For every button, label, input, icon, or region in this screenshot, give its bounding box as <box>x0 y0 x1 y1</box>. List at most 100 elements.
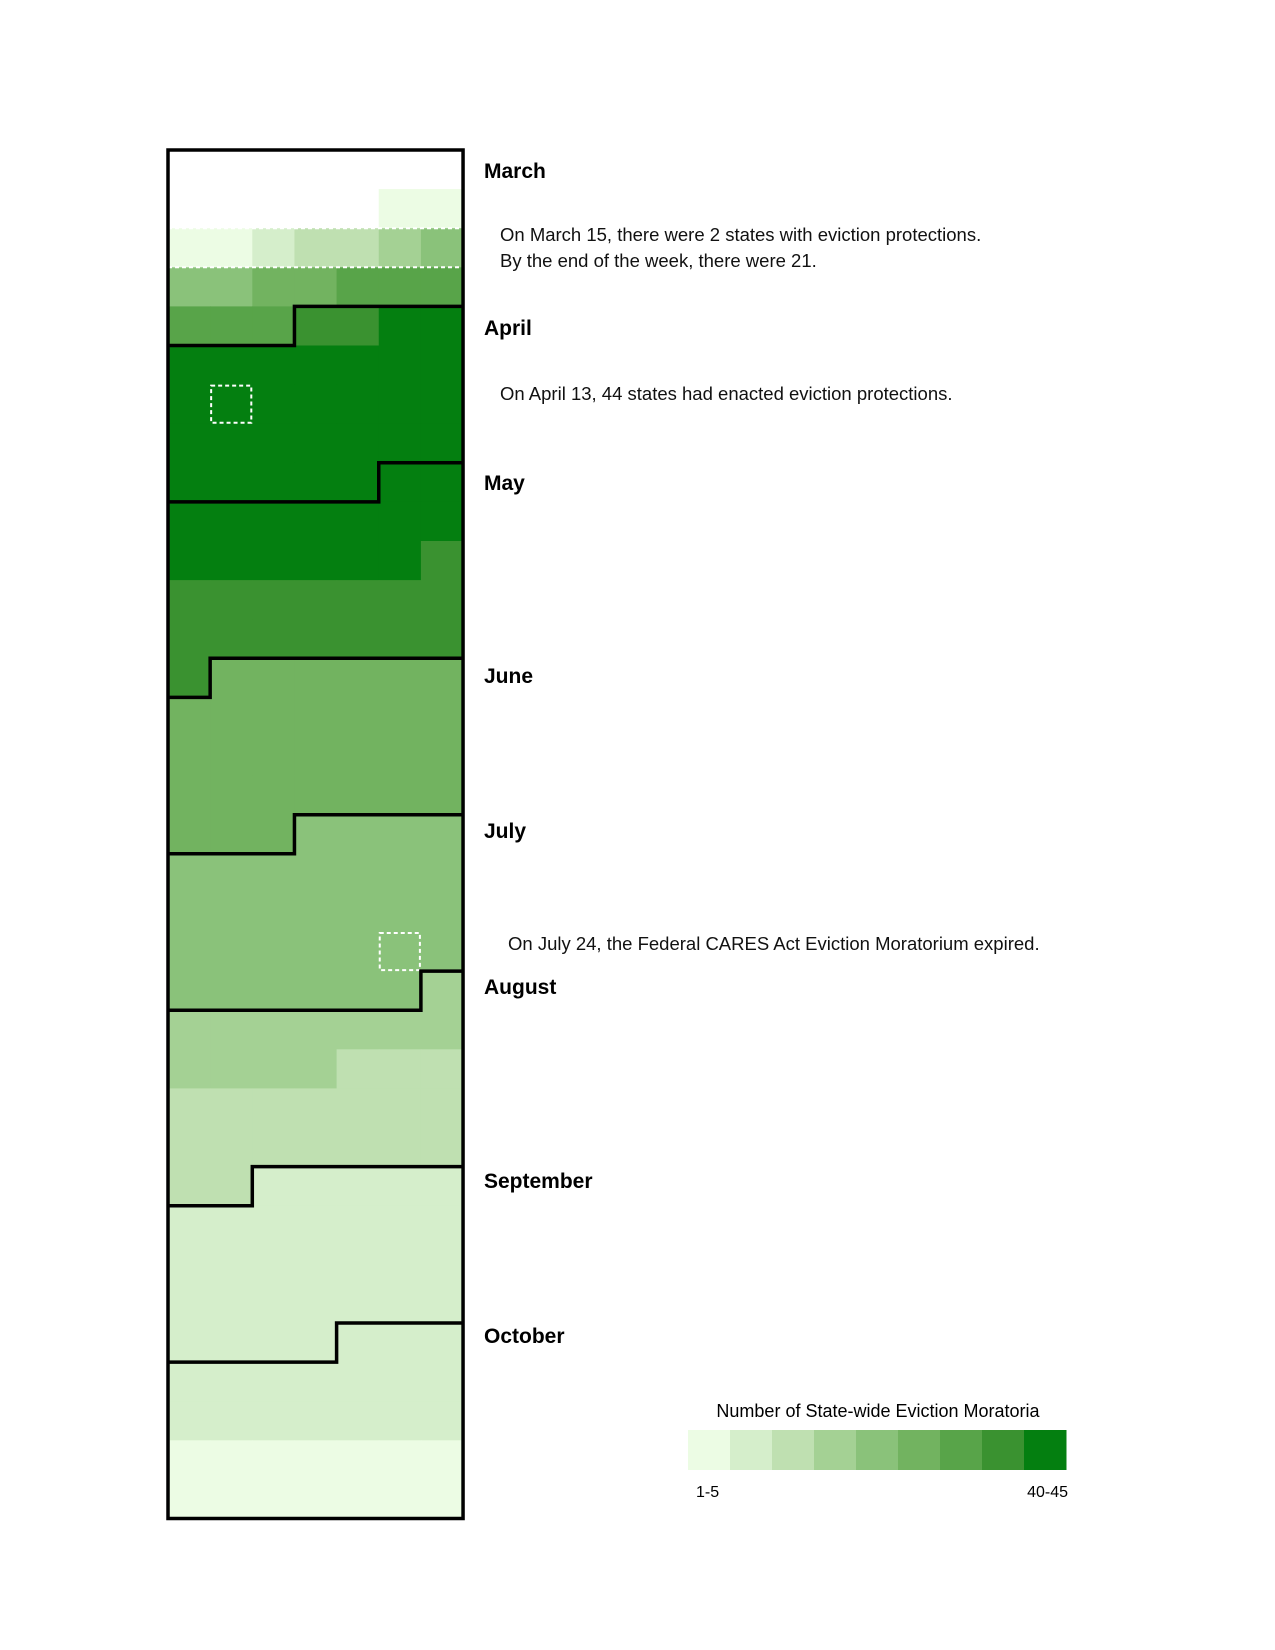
day-cell <box>210 1166 253 1207</box>
day-cell <box>210 775 253 816</box>
month-boundary-may <box>168 461 464 504</box>
day-cell <box>378 462 422 503</box>
legend-swatch-2 <box>730 1430 773 1470</box>
month-boundary-october <box>168 1321 464 1364</box>
day-cell <box>378 384 422 425</box>
day-cell <box>378 697 422 738</box>
day-cell <box>336 1401 380 1441</box>
day-cell <box>252 228 296 268</box>
day-cell <box>294 619 338 659</box>
day-cell <box>252 541 296 581</box>
day-cell <box>336 658 380 698</box>
day-cell <box>336 541 380 581</box>
day-cell <box>168 580 211 620</box>
day-cell <box>294 1049 338 1089</box>
day-cell <box>378 853 422 894</box>
day-cell <box>294 1166 338 1207</box>
day-cell <box>252 267 296 307</box>
day-cell <box>252 150 296 190</box>
day-cell <box>252 384 296 425</box>
day-cell <box>420 932 464 972</box>
day-cell <box>168 1166 211 1207</box>
day-cell <box>420 736 464 777</box>
month-label-august: August <box>484 976 557 999</box>
day-cell <box>210 541 253 581</box>
day-cell <box>168 228 211 268</box>
day-cell <box>168 189 211 229</box>
month-label-september: September <box>484 1170 593 1193</box>
annotation-april: On April 13, 44 states had enacted evict… <box>500 383 953 404</box>
day-cell <box>210 501 253 542</box>
day-cell <box>336 267 380 307</box>
day-cell <box>210 423 253 464</box>
day-cell <box>336 1010 380 1050</box>
day-cell <box>294 1010 338 1050</box>
day-cell <box>252 1049 296 1089</box>
day-cell <box>252 814 296 855</box>
day-cell <box>252 423 296 464</box>
day-cell <box>252 1479 296 1520</box>
day-cell <box>420 1401 464 1441</box>
day-cell <box>420 1088 464 1129</box>
day-cell <box>210 1127 253 1168</box>
day-cell <box>294 736 338 777</box>
day-cell <box>210 932 253 972</box>
day-cell <box>420 541 464 581</box>
day-cell <box>294 1323 338 1363</box>
day-cell <box>336 971 380 1011</box>
day-cell <box>252 580 296 620</box>
day-cell <box>210 658 253 698</box>
day-cell <box>294 384 338 425</box>
day-cell <box>252 775 296 816</box>
day-cell <box>252 971 296 1011</box>
month-label-march: March <box>484 160 546 183</box>
legend-swatch-5 <box>856 1430 899 1470</box>
highlight-day-box <box>378 932 421 972</box>
day-cell <box>420 462 464 503</box>
day-cell <box>168 1244 211 1285</box>
day-cell <box>336 736 380 777</box>
day-cell <box>336 1323 380 1363</box>
day-cell <box>252 1401 296 1441</box>
day-cell <box>378 501 422 542</box>
day-cell <box>294 345 338 386</box>
day-cell <box>252 1323 296 1363</box>
day-cell <box>168 1127 211 1168</box>
day-cell <box>378 1127 422 1168</box>
day-cell <box>420 1283 464 1324</box>
day-cell <box>294 501 338 542</box>
day-cell <box>252 892 296 933</box>
day-cell <box>420 580 464 620</box>
day-cell <box>336 1283 380 1324</box>
day-cell <box>336 1205 380 1246</box>
day-cell <box>252 306 296 347</box>
legend-swatch-7 <box>940 1430 983 1470</box>
day-cell <box>378 150 422 190</box>
day-cell <box>336 932 380 972</box>
day-cell <box>420 189 464 229</box>
calendar-border <box>166 148 465 1521</box>
day-cell <box>378 736 422 777</box>
day-cell <box>420 150 464 190</box>
day-cell <box>378 228 422 268</box>
day-cell <box>168 853 211 894</box>
day-cell <box>336 306 380 347</box>
day-cell <box>294 658 338 698</box>
legend-color-scale <box>688 1430 1067 1470</box>
day-cell <box>168 345 211 386</box>
day-cell <box>420 267 464 307</box>
day-cell <box>294 697 338 738</box>
day-cell <box>210 150 253 190</box>
day-cell <box>294 306 338 347</box>
day-cell <box>294 892 338 933</box>
day-cell <box>378 932 422 972</box>
day-cell <box>336 384 380 425</box>
day-cell <box>336 1362 380 1402</box>
day-cell <box>336 619 380 659</box>
day-cell <box>210 384 253 425</box>
day-cell <box>168 971 211 1011</box>
day-cell <box>294 814 338 855</box>
day-cell <box>378 345 422 386</box>
day-cell <box>378 1049 422 1089</box>
day-cell <box>168 1010 211 1050</box>
